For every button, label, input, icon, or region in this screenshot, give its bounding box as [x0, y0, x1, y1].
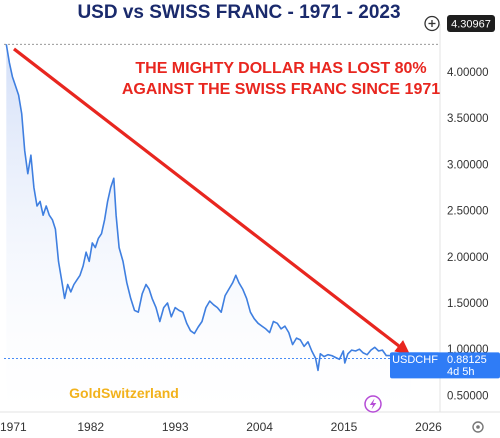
- series-line-usdchf: [5, 44, 412, 372]
- series-area: [6, 44, 411, 413]
- y-tick-label: 2.00000: [447, 252, 489, 264]
- y-tick-label: 1.50000: [447, 298, 489, 310]
- high-value-badge: 4.30967: [447, 15, 495, 32]
- add-indicator-button[interactable]: [424, 15, 440, 32]
- y-axis-ticks: 4.00000 3.50000 3.00000 2.50000 2.00000 1.500…: [447, 67, 489, 402]
- annotation-line-2: AGAINST THE SWISS FRANC SINCE 1971: [122, 81, 440, 98]
- x-tick-label: 2015: [331, 420, 358, 434]
- y-tick-label: 0.50000: [447, 390, 489, 402]
- trend-arrow-line: [13, 47, 411, 355]
- x-tick-label: 2026: [415, 420, 442, 434]
- x-tick-label: 1993: [162, 420, 189, 434]
- reference-lines: [4, 43, 440, 359]
- series-area-fill: [6, 44, 411, 413]
- y-tick-label: 3.50000: [447, 113, 489, 125]
- x-tick-label: 1982: [77, 420, 104, 434]
- last-value-tag: USDCHF 0.88125 4d 5h: [390, 352, 500, 379]
- chart-title: USD vs SWISS FRANC - 1971 - 2023: [77, 2, 400, 23]
- last-value-label: 0.88125: [447, 354, 487, 366]
- watermark: GoldSwitzerland: [69, 385, 179, 401]
- lightning-icon[interactable]: [364, 395, 382, 413]
- settings-gear-icon[interactable]: [472, 421, 484, 433]
- y-tick-label: 3.00000: [447, 159, 489, 171]
- x-tick-label: 1971: [0, 420, 27, 434]
- series-name-tag-bg: [390, 352, 440, 366]
- annotation-line-1: THE MIGHTY DOLLAR HAS LOST 80%: [135, 60, 426, 77]
- y-tick-label: 4.00000: [447, 67, 489, 79]
- high-value-label: 4.30967: [451, 19, 491, 31]
- last-value-countdown: 4d 5h: [447, 366, 475, 378]
- trend-arrow: [13, 47, 411, 355]
- high-value-badge-bg: [447, 15, 495, 32]
- y-tick-label: 2.50000: [447, 206, 489, 218]
- x-axis-ticks: 1971 1982 1993 2004 2015 2026: [0, 420, 442, 434]
- series-name-label: USDCHF: [392, 354, 438, 366]
- x-tick-label: 2004: [246, 420, 273, 434]
- series-line-group: [5, 44, 412, 372]
